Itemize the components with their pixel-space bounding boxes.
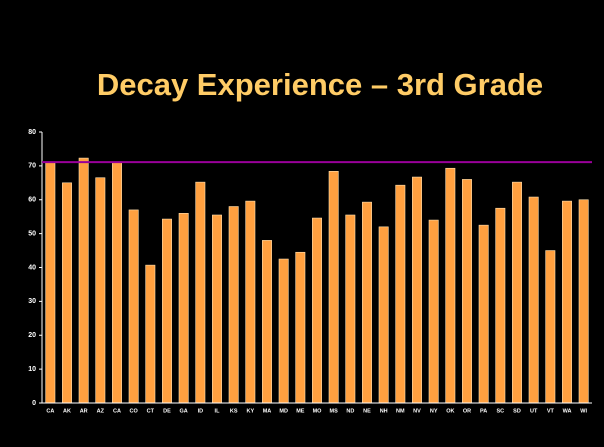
x-tick-label: WI bbox=[580, 408, 587, 414]
x-tick-label: MS bbox=[330, 408, 339, 414]
bar bbox=[345, 214, 356, 404]
x-tick-label: ID bbox=[198, 408, 204, 414]
y-tick-label: 70 bbox=[28, 163, 36, 170]
bar bbox=[212, 214, 222, 404]
bar bbox=[78, 157, 89, 404]
y-tick-label: 40 bbox=[28, 264, 36, 271]
x-tick-label: AR bbox=[80, 408, 88, 414]
bar bbox=[545, 250, 556, 404]
x-tick-label: AZ bbox=[97, 408, 105, 414]
x-tick-label: KS bbox=[230, 408, 238, 414]
x-tick-label: NM bbox=[396, 408, 405, 414]
bar bbox=[528, 196, 539, 404]
x-tick-label: ME bbox=[296, 408, 305, 414]
x-tick-label: PA bbox=[480, 408, 487, 414]
bar bbox=[378, 226, 389, 404]
bar bbox=[478, 224, 489, 404]
y-tick-label: 60 bbox=[28, 197, 36, 204]
bar bbox=[395, 184, 406, 404]
bar bbox=[178, 213, 189, 404]
bar bbox=[128, 209, 139, 404]
x-tick-label: IL bbox=[215, 408, 221, 414]
x-tick-label: VT bbox=[547, 408, 555, 414]
x-tick-label: SC bbox=[497, 408, 505, 414]
bar bbox=[278, 258, 289, 404]
x-tick-label: NV bbox=[413, 408, 421, 414]
bar bbox=[462, 179, 472, 404]
bar bbox=[495, 207, 506, 404]
bar bbox=[362, 201, 372, 404]
x-tick-label: OK bbox=[446, 408, 454, 414]
x-tick-label: MA bbox=[263, 408, 272, 414]
x-tick-label: GA bbox=[180, 408, 188, 414]
bar bbox=[95, 177, 106, 404]
bar bbox=[512, 181, 522, 404]
y-tick-label: 10 bbox=[28, 366, 36, 373]
y-tick-label: 30 bbox=[28, 298, 36, 305]
x-tick-label: AK bbox=[63, 408, 71, 414]
x-tick-label: CA bbox=[113, 408, 121, 414]
x-tick-label: MO bbox=[313, 408, 323, 414]
x-tick-label: CA bbox=[46, 408, 54, 414]
bar bbox=[562, 200, 572, 404]
bar bbox=[295, 251, 306, 404]
x-tick-label: NH bbox=[380, 408, 388, 414]
y-tick-label: 0 bbox=[32, 400, 36, 407]
bar bbox=[228, 206, 239, 404]
x-tick-label: ND bbox=[346, 408, 354, 414]
bar bbox=[312, 217, 322, 404]
y-tick-label: 20 bbox=[28, 332, 36, 339]
x-tick-label: KY bbox=[247, 408, 255, 414]
bar bbox=[328, 170, 339, 404]
x-tick-label: WA bbox=[563, 408, 572, 414]
bar bbox=[145, 264, 156, 404]
x-tick-label: CO bbox=[130, 408, 139, 414]
bar bbox=[162, 218, 172, 404]
bar bbox=[45, 162, 56, 404]
x-tick-label: DE bbox=[163, 408, 171, 414]
bar bbox=[445, 167, 456, 404]
bar bbox=[412, 176, 422, 404]
x-tick-label: OR bbox=[463, 408, 471, 414]
x-tick-label: CT bbox=[147, 408, 155, 414]
x-tick-label: SD bbox=[513, 408, 521, 414]
bar bbox=[195, 181, 206, 404]
y-tick-label: 80 bbox=[28, 129, 36, 136]
x-tick-label: UT bbox=[530, 408, 538, 414]
x-tick-label: MD bbox=[279, 408, 288, 414]
bar bbox=[112, 162, 122, 404]
x-tick-label: NY bbox=[430, 408, 438, 414]
bar bbox=[428, 219, 439, 404]
bar bbox=[245, 200, 256, 404]
bar bbox=[578, 199, 589, 404]
bar bbox=[262, 240, 272, 404]
bar bbox=[62, 182, 72, 404]
chart-title: Decay Experience – 3rd Grade bbox=[97, 67, 543, 102]
y-tick-label: 50 bbox=[28, 230, 36, 237]
x-tick-label: NE bbox=[363, 408, 371, 414]
